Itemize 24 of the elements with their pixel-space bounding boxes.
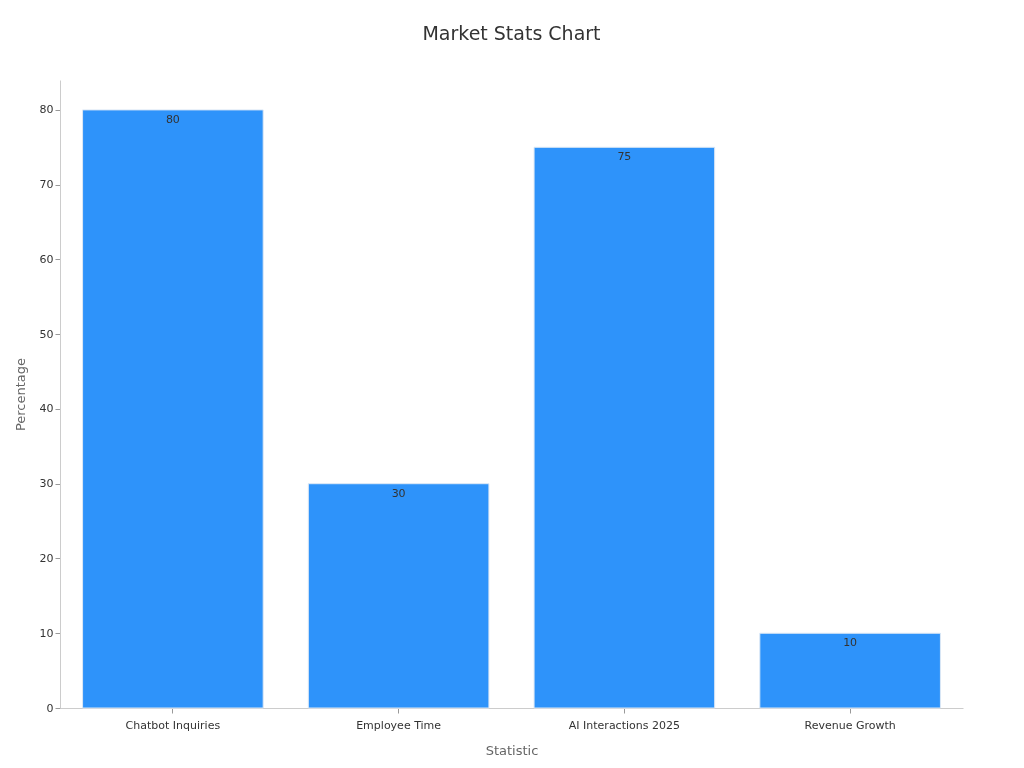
y-tick-label: 80 xyxy=(39,103,54,117)
y-tick-label: 20 xyxy=(39,551,54,565)
data-label: 10 xyxy=(843,636,858,650)
data-label: 75 xyxy=(617,150,632,164)
x-tick-label: Chatbot Inquiries xyxy=(125,718,221,732)
data-label: 30 xyxy=(391,486,406,500)
bar xyxy=(307,483,490,709)
bar xyxy=(533,146,716,709)
x-tick-label: Employee Time xyxy=(356,718,442,732)
x-axis-title: Statistic xyxy=(485,742,539,758)
bar xyxy=(759,632,941,709)
x-tick-label: AI Interactions 2025 xyxy=(568,718,680,732)
y-tick-label: 70 xyxy=(39,178,54,192)
y-tick-label: 10 xyxy=(39,626,54,640)
bar xyxy=(82,109,264,709)
chart-title: Market Stats Chart xyxy=(422,22,601,44)
y-axis-title: Percentage xyxy=(12,357,28,432)
x-tick-label: Revenue Growth xyxy=(804,718,896,732)
y-tick-label: 50 xyxy=(39,327,54,341)
y-tick-label: 0 xyxy=(46,701,54,715)
data-label: 80 xyxy=(165,112,180,126)
y-tick-label: 30 xyxy=(39,477,54,491)
y-tick-label: 60 xyxy=(39,252,54,266)
y-tick-label: 40 xyxy=(39,402,54,416)
